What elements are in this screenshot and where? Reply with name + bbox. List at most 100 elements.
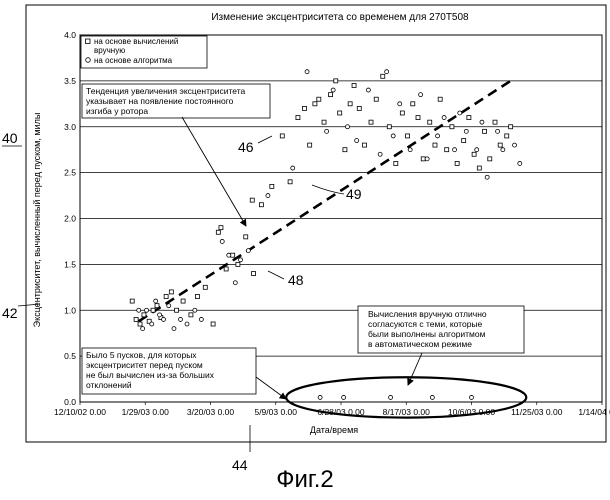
x-tick-label: 1/14/04 0.00 <box>578 407 610 417</box>
manual-point <box>308 143 312 147</box>
manual-point <box>455 161 459 165</box>
manual-point <box>219 226 223 230</box>
x-tick-label: 12/10/02 0.00 <box>54 407 106 417</box>
manual-point <box>189 313 193 317</box>
manual-point <box>203 285 207 289</box>
algorithm-point <box>227 253 231 257</box>
legend-algorithm-label: на основе алгоритма <box>94 56 173 65</box>
algorithm-point <box>378 152 382 156</box>
manual-point <box>505 134 509 138</box>
manual-point <box>381 74 385 78</box>
algorithm-point <box>389 395 393 399</box>
algorithm-point <box>442 116 446 120</box>
algorithm-point <box>425 157 429 161</box>
manual-point <box>244 235 248 239</box>
manual-point <box>438 97 442 101</box>
manual-point <box>467 116 471 120</box>
manual-point <box>343 148 347 152</box>
algorithm-point <box>220 239 224 243</box>
manual-point <box>472 152 476 156</box>
algorithm-point <box>398 102 402 106</box>
algorithm-point <box>193 308 197 312</box>
manual-point <box>142 313 146 317</box>
manual-point <box>216 230 220 234</box>
x-tick-label: 11/25/03 0.00 <box>511 407 563 417</box>
algorithm-point <box>430 395 434 399</box>
manual-point <box>400 111 404 115</box>
manual-point <box>488 157 492 161</box>
manual-point <box>138 322 142 326</box>
algorithm-point <box>246 249 250 253</box>
manual-point <box>302 106 306 110</box>
algorithm-point <box>513 143 517 147</box>
algorithm-point <box>485 175 489 179</box>
manual-point <box>317 97 321 101</box>
manual-point <box>357 106 361 110</box>
manual-point <box>509 125 513 129</box>
manual-point <box>493 120 497 124</box>
manual-point <box>352 83 356 87</box>
manual-point <box>338 111 342 115</box>
manual-point <box>445 148 449 152</box>
ref-numeral-49: 49 <box>346 186 362 202</box>
legend: на основе вычислений вручную на основе а… <box>81 36 207 68</box>
ref-numeral-46: 46 <box>238 139 254 155</box>
x-tick-label: 5/9/03 0.00 <box>254 407 297 417</box>
manual-point <box>387 125 391 129</box>
algorithm-point <box>178 317 182 321</box>
algorithm-point <box>475 148 479 152</box>
y-tick-label: 4.0 <box>64 30 76 40</box>
manual-point <box>369 120 373 124</box>
legend-algorithm-marker <box>86 58 91 63</box>
algorithm-point <box>391 134 395 138</box>
manual-point <box>231 253 235 257</box>
agreement-note: Вычисления вручную отлично согласуются с… <box>368 309 522 349</box>
algorithm-point <box>266 194 270 198</box>
algorithm-point <box>291 166 295 170</box>
algorithm-point <box>162 317 166 321</box>
manual-point <box>462 139 466 143</box>
x-axis-title: Дата/время <box>310 425 358 435</box>
algorithm-point <box>199 317 203 321</box>
manual-point <box>195 294 199 298</box>
manual-point <box>406 134 410 138</box>
y-tick-labels: 0.00.51.01.52.02.53.03.54.0 <box>64 30 76 407</box>
manual-point <box>483 129 487 133</box>
algorithm-point <box>318 395 322 399</box>
manual-point <box>151 308 155 312</box>
manual-point <box>334 79 338 83</box>
algorithm-point <box>458 111 462 115</box>
algorithm-point <box>366 88 370 92</box>
manual-point <box>164 294 168 298</box>
manual-point <box>362 143 366 147</box>
manual-point <box>450 125 454 129</box>
y-tick-label: 1.5 <box>64 259 76 269</box>
x-tick-label: 1/29/03 0.00 <box>122 407 170 417</box>
manual-point <box>252 272 256 276</box>
manual-point <box>433 143 437 147</box>
missing-note: Было 5 пусков, для которых эксцентрисите… <box>86 350 254 390</box>
algorithm-point <box>342 395 346 399</box>
manual-point <box>270 184 274 188</box>
ref-numeral-48: 48 <box>288 272 304 288</box>
manual-point <box>169 290 173 294</box>
figure-caption: Фиг.2 <box>0 466 610 494</box>
algorithm-point <box>436 134 440 138</box>
algorithm-point <box>158 313 162 317</box>
manual-point <box>280 134 284 138</box>
manual-point <box>175 308 179 312</box>
manual-point <box>155 304 159 308</box>
algorithm-point <box>453 148 457 152</box>
y-tick-label: 0.5 <box>64 351 76 361</box>
y-tick-label: 3.0 <box>64 122 76 132</box>
x-tick-labels: 12/10/02 0.001/29/03 0.003/20/03 0.005/9… <box>54 402 610 417</box>
algorithm-point <box>167 304 171 308</box>
y-tick-label: 1.0 <box>64 305 76 315</box>
manual-point <box>477 166 481 170</box>
algorithm-point <box>496 129 500 133</box>
algorithm-point <box>150 322 154 326</box>
legend-manual-marker <box>86 39 91 44</box>
chart-title: Изменение эксцентриситета со временем дл… <box>211 12 469 23</box>
manual-point <box>374 97 378 101</box>
